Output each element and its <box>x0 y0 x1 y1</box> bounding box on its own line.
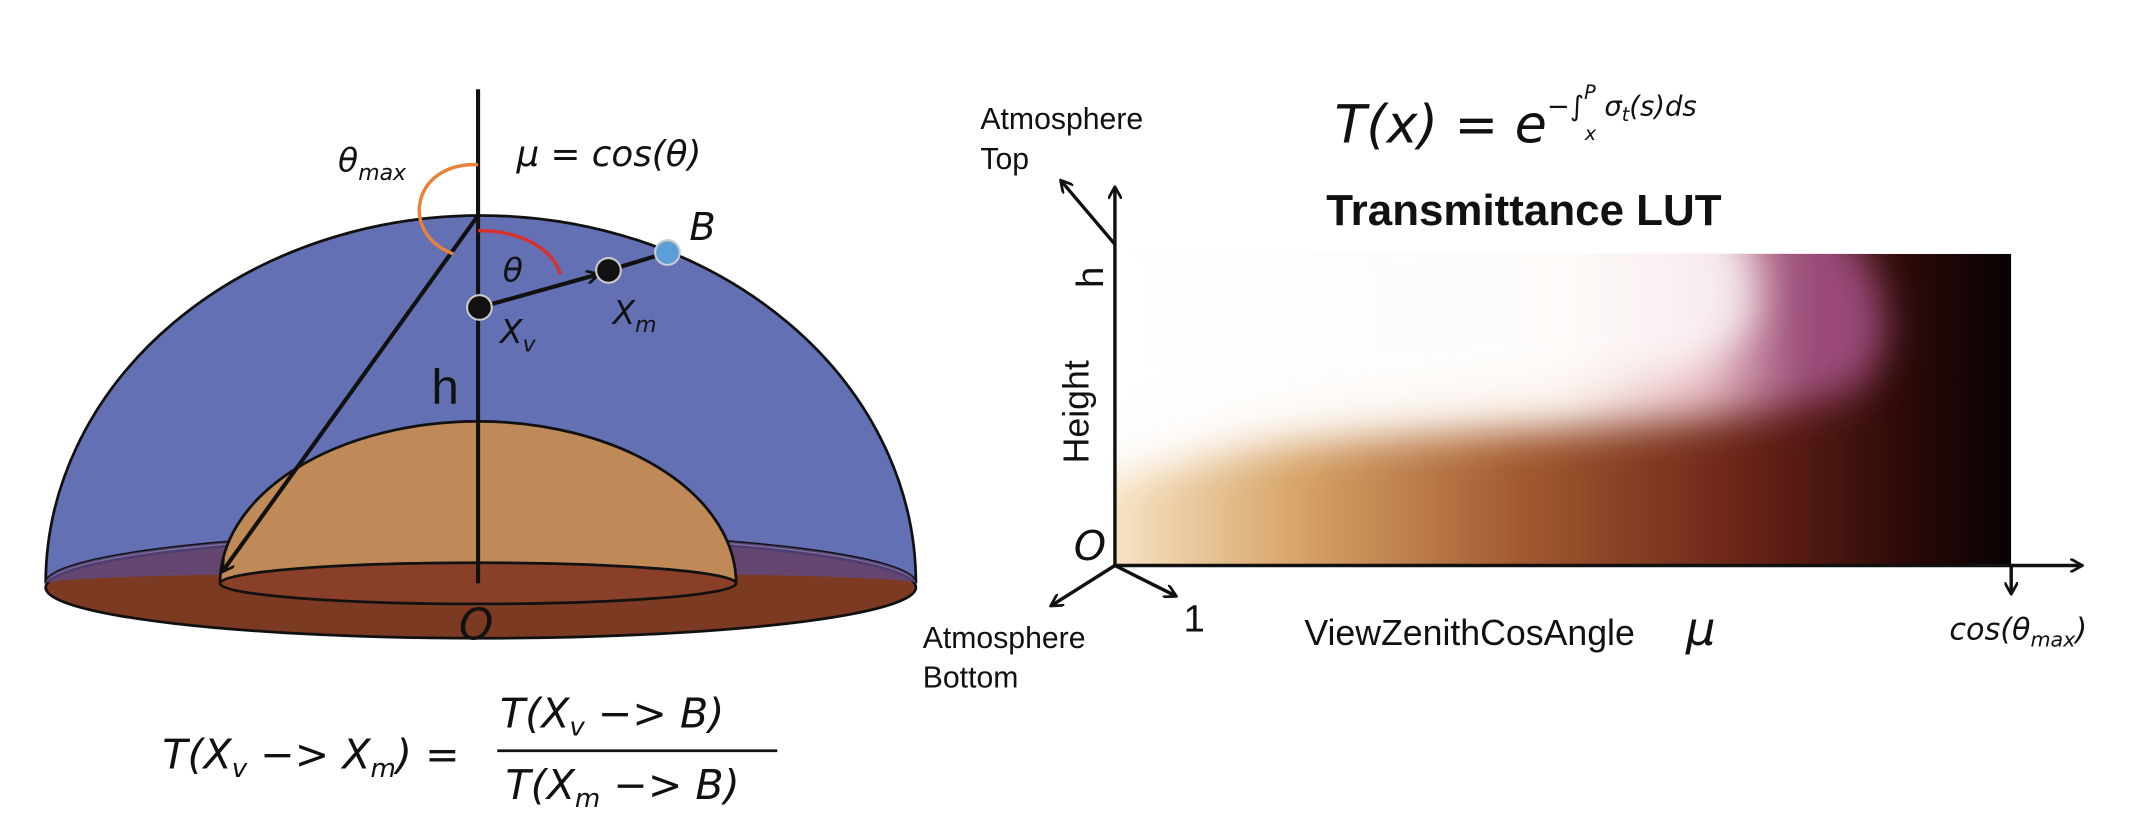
subscript: m <box>371 754 396 784</box>
part: −> B) <box>600 761 739 809</box>
line: Bottom <box>923 662 1019 695</box>
point-xm <box>595 257 622 284</box>
lut-white-region <box>1114 253 1757 412</box>
theta-max-arc <box>417 162 479 256</box>
upper-limit: P <box>1584 81 1596 104</box>
symbol: X <box>611 293 637 332</box>
path-arrow <box>478 275 597 310</box>
lut-image <box>1114 253 2012 566</box>
subscript: v <box>232 754 248 784</box>
part: T(X <box>162 731 232 779</box>
xm-label: Xm <box>611 293 657 338</box>
mu-definition: μ = cos(θ) <box>515 134 701 175</box>
suffix: ) <box>2073 613 2087 648</box>
subscript: m <box>575 784 600 814</box>
point-xv <box>466 294 493 321</box>
part: T(X <box>506 761 576 809</box>
top-label: Atmosphere Top <box>980 103 1143 176</box>
line: Top <box>980 143 1029 176</box>
numerator: T(Xv −> B) <box>500 689 724 742</box>
lut-panel: T(x) = e−∫P xσt(s)ds Transmittance LUT At… <box>923 81 2087 695</box>
point-b-label: B <box>689 205 715 250</box>
h-axis-label: h <box>1069 267 1112 288</box>
y-axis-label: Height <box>1057 360 1097 463</box>
integrand: σ <box>1604 91 1623 122</box>
origin-label: O <box>1074 522 1106 570</box>
point-b <box>654 239 681 266</box>
part: −> B) <box>585 689 724 737</box>
lhs: T(x) = e <box>1335 96 1547 156</box>
part: ) = <box>393 731 460 779</box>
one-arrow <box>1114 563 1175 595</box>
hemisphere-diagram: θmax μ = cos(θ) θ B Xv Xm h O <box>44 89 918 651</box>
height-label: h <box>431 360 458 415</box>
x-axis-label: ViewZenithCosAngle <box>1304 613 1635 653</box>
bottom-arrow <box>1052 564 1116 605</box>
denominator: T(Xm −> B) <box>506 761 740 814</box>
line: Atmosphere <box>923 622 1086 655</box>
origin-label: O <box>459 600 494 651</box>
view-ray <box>223 214 480 570</box>
symbol: θ <box>338 141 358 180</box>
lut-title: Transmittance LUT <box>1326 186 1721 235</box>
theta-arc <box>478 228 563 276</box>
part: T(X <box>500 689 570 737</box>
prefix: cos(θ <box>1949 613 2030 648</box>
mu-label: μ <box>1685 603 1716 657</box>
exponent: −∫ <box>1547 91 1584 122</box>
part: −> X <box>247 731 371 779</box>
xv-label: Xv <box>498 312 537 357</box>
subscript: max <box>2030 627 2076 651</box>
one-label: 1 <box>1184 597 1205 640</box>
lower-limit: x <box>1584 122 1597 145</box>
top-arrow <box>1061 181 1117 246</box>
subscript: v <box>523 332 537 357</box>
lhs: T(Xv −> Xm) = <box>162 731 459 784</box>
theta-label: θ <box>503 250 523 289</box>
relation-formula: T(Xv −> Xm) = T(Xv −> B) T(Xm −> B) <box>162 689 778 814</box>
subscript: max <box>358 161 407 186</box>
symbol: X <box>498 312 524 351</box>
subscript: v <box>569 713 585 743</box>
tail: (s)ds <box>1629 91 1696 122</box>
subscript: m <box>635 313 656 338</box>
bottom-label: Atmosphere Bottom <box>923 622 1086 695</box>
integrand-sub: t <box>1622 103 1631 126</box>
theta-max-label: θmax <box>338 141 407 186</box>
line: Atmosphere <box>980 103 1143 136</box>
x-end-label: cos(θmax) <box>1949 613 2087 652</box>
transmittance-formula: T(x) = e−∫P xσt(s)ds <box>1335 81 1697 156</box>
